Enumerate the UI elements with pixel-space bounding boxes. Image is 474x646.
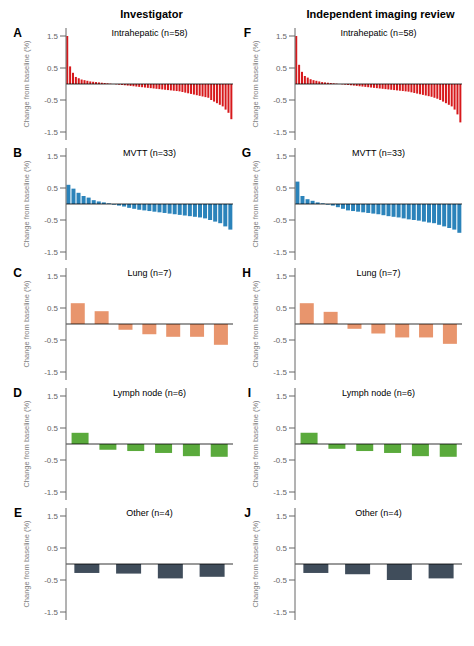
html-text:D: D bbox=[13, 386, 22, 400]
html-text:Lung (n=7): Lung (n=7) bbox=[356, 268, 401, 278]
svg-text:-0.5: -0.5 bbox=[44, 216, 58, 225]
svg-text:0.5: 0.5 bbox=[47, 184, 59, 193]
svg-text:Change from baseline (%): Change from baseline (%) bbox=[251, 160, 260, 248]
svg-text:Change from baseline (%): Change from baseline (%) bbox=[22, 280, 31, 368]
html-text:Lung (n=7): Lung (n=7) bbox=[127, 268, 172, 278]
svg-text:1.5: 1.5 bbox=[47, 32, 59, 41]
html-text:MVTT (n=33): MVTT (n=33) bbox=[351, 148, 405, 158]
html-text:Intrahepatic (n=58): Intrahepatic (n=58) bbox=[111, 28, 188, 38]
svg-text:-1.5: -1.5 bbox=[44, 608, 58, 617]
svg-text:-0.5: -0.5 bbox=[44, 576, 58, 585]
html-text:Other (n=4): Other (n=4) bbox=[355, 508, 402, 518]
html-text:MVTT (n=33): MVTT (n=33) bbox=[122, 148, 176, 158]
svg-text:-1.5: -1.5 bbox=[44, 488, 58, 497]
html-text:Independent imaging review: Independent imaging review bbox=[306, 8, 455, 20]
html-text:B: B bbox=[13, 146, 22, 160]
svg-text:0.5: 0.5 bbox=[47, 64, 59, 73]
svg-text:Change from baseline (%): Change from baseline (%) bbox=[22, 40, 31, 128]
svg-text:1.5: 1.5 bbox=[276, 512, 288, 521]
svg-text:Change from baseline (%): Change from baseline (%) bbox=[251, 520, 260, 608]
svg-text:1.5: 1.5 bbox=[276, 152, 288, 161]
svg-text:-0.5: -0.5 bbox=[44, 96, 58, 105]
svg-text:0.5: 0.5 bbox=[47, 424, 59, 433]
svg-text:0.5: 0.5 bbox=[276, 424, 288, 433]
svg-text:1.5: 1.5 bbox=[276, 32, 288, 41]
svg-text:1.5: 1.5 bbox=[47, 392, 59, 401]
svg-text:-1.5: -1.5 bbox=[44, 248, 58, 257]
svg-text:-1.5: -1.5 bbox=[273, 128, 287, 137]
svg-text:0.5: 0.5 bbox=[47, 544, 59, 553]
svg-text:Change from baseline (%): Change from baseline (%) bbox=[22, 160, 31, 248]
svg-text:0.5: 0.5 bbox=[47, 304, 59, 313]
svg-text:1.5: 1.5 bbox=[47, 152, 59, 161]
svg-text:1.5: 1.5 bbox=[276, 272, 288, 281]
svg-text:-0.5: -0.5 bbox=[273, 216, 287, 225]
html-text:Investigator: Investigator bbox=[120, 8, 183, 20]
svg-text:0.5: 0.5 bbox=[276, 64, 288, 73]
svg-text:Change from baseline (%): Change from baseline (%) bbox=[22, 520, 31, 608]
svg-text:0.5: 0.5 bbox=[276, 304, 288, 313]
html-text:I: I bbox=[247, 386, 251, 400]
svg-text:1.5: 1.5 bbox=[47, 512, 59, 521]
svg-text:-0.5: -0.5 bbox=[273, 96, 287, 105]
svg-text:-0.5: -0.5 bbox=[273, 336, 287, 345]
svg-text:-1.5: -1.5 bbox=[273, 608, 287, 617]
svg-text:1.5: 1.5 bbox=[276, 392, 288, 401]
svg-text:0.5: 0.5 bbox=[276, 184, 288, 193]
html-text:A: A bbox=[13, 26, 22, 40]
svg-text:-1.5: -1.5 bbox=[273, 248, 287, 257]
html-text:Lymph node (n=6): Lymph node (n=6) bbox=[113, 388, 186, 398]
svg-text:-1.5: -1.5 bbox=[44, 368, 58, 377]
svg-text:-1.5: -1.5 bbox=[273, 488, 287, 497]
html-text:G: G bbox=[241, 146, 251, 160]
svg-text:Change from baseline (%): Change from baseline (%) bbox=[251, 280, 260, 368]
svg-text:0.5: 0.5 bbox=[276, 544, 288, 553]
svg-text:-0.5: -0.5 bbox=[44, 336, 58, 345]
html-text:E: E bbox=[14, 506, 22, 520]
html-text:C: C bbox=[13, 266, 22, 280]
html-text:Lymph node (n=6): Lymph node (n=6) bbox=[342, 388, 415, 398]
svg-text:-0.5: -0.5 bbox=[273, 456, 287, 465]
html-text:Intrahepatic (n=58): Intrahepatic (n=58) bbox=[340, 28, 417, 38]
svg-text:-1.5: -1.5 bbox=[44, 128, 58, 137]
html-text:Other (n=4): Other (n=4) bbox=[126, 508, 173, 518]
html-text:H: H bbox=[242, 266, 251, 280]
html-text:F: F bbox=[243, 26, 251, 40]
svg-text:Change from baseline (%): Change from baseline (%) bbox=[22, 400, 31, 488]
svg-text:Change from baseline (%): Change from baseline (%) bbox=[251, 400, 260, 488]
svg-text:-1.5: -1.5 bbox=[273, 368, 287, 377]
svg-text:-0.5: -0.5 bbox=[273, 576, 287, 585]
svg-text:1.5: 1.5 bbox=[47, 272, 59, 281]
svg-text:-0.5: -0.5 bbox=[44, 456, 58, 465]
svg-text:Change from baseline (%): Change from baseline (%) bbox=[251, 40, 260, 128]
html-text:J: J bbox=[244, 506, 251, 520]
